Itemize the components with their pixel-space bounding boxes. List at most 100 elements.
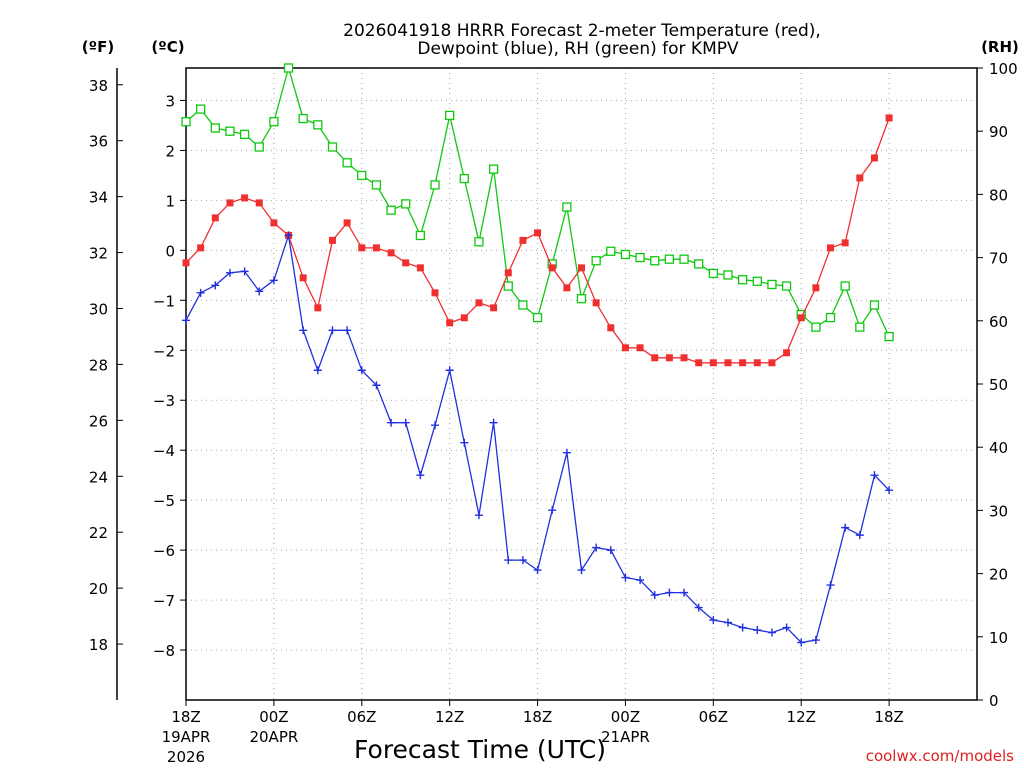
data-point bbox=[827, 244, 835, 252]
data-point bbox=[255, 199, 263, 207]
data-point bbox=[430, 180, 440, 190]
x-axis-title: Forecast Time (UTC) bbox=[354, 735, 606, 764]
data-point bbox=[680, 588, 689, 597]
celsius-axis: 3 2 1 0 −1 −2 −3 −4 −5 −6 −7 −8 bbox=[153, 92, 186, 660]
celsius-tick-label: −6 bbox=[153, 542, 175, 560]
data-point bbox=[401, 418, 410, 427]
data-point bbox=[753, 359, 761, 367]
data-point bbox=[240, 267, 249, 276]
time-axis: 18Z 19APR 2026 00Z 20APR 06Z 12Z 18Z 00Z 21APR 06Z… bbox=[162, 700, 904, 766]
data-point bbox=[446, 319, 454, 327]
time-tick-date: 19APR bbox=[162, 728, 211, 746]
data-point bbox=[767, 628, 776, 637]
time-tick-label: 12Z bbox=[787, 708, 816, 726]
data-point bbox=[811, 322, 821, 332]
data-point bbox=[328, 236, 336, 244]
data-point bbox=[563, 284, 571, 292]
fahrenheit-tick-label: 24 bbox=[89, 468, 108, 486]
series-dewpoint bbox=[182, 231, 894, 647]
celsius-tick-label: −7 bbox=[153, 592, 175, 610]
data-point bbox=[211, 281, 220, 290]
celsius-tick-label: −2 bbox=[153, 342, 175, 360]
data-point bbox=[856, 174, 864, 182]
data-point bbox=[855, 531, 864, 540]
data-point bbox=[270, 219, 278, 227]
data-point bbox=[313, 366, 322, 375]
data-point bbox=[709, 359, 717, 367]
data-point bbox=[797, 638, 806, 647]
celsius-tick-label: −3 bbox=[153, 392, 175, 410]
data-point bbox=[371, 180, 382, 190]
data-point bbox=[606, 546, 615, 555]
data-point bbox=[576, 294, 587, 304]
data-point bbox=[825, 312, 836, 323]
rh-tick-label: 70 bbox=[989, 250, 1008, 268]
data-point bbox=[577, 566, 586, 575]
data-point bbox=[254, 142, 264, 152]
time-tick-label: 00Z bbox=[259, 708, 288, 726]
data-point bbox=[665, 588, 674, 597]
fahrenheit-tick-label: 34 bbox=[89, 189, 108, 207]
celsius-tick-label: 3 bbox=[165, 92, 175, 110]
data-point bbox=[387, 418, 396, 427]
data-point bbox=[737, 275, 748, 285]
data-point bbox=[299, 326, 308, 335]
chart-title-line-1: 2026041918 HRRR Forecast 2-meter Tempera… bbox=[343, 21, 821, 41]
series-line bbox=[185, 117, 890, 364]
data-point bbox=[620, 249, 631, 260]
data-point bbox=[739, 359, 747, 367]
rh-tick-label: 0 bbox=[989, 692, 999, 710]
data-point bbox=[694, 259, 704, 269]
time-tick-label: 06Z bbox=[347, 708, 376, 726]
data-point bbox=[182, 316, 190, 325]
data-point bbox=[591, 256, 601, 266]
data-point bbox=[357, 366, 366, 375]
time-tick-label: 00Z bbox=[611, 708, 640, 726]
data-point bbox=[664, 254, 675, 264]
rh-tick-label: 90 bbox=[989, 123, 1008, 141]
data-point bbox=[635, 252, 645, 263]
data-point bbox=[225, 268, 234, 277]
celsius-tick-label: 1 bbox=[165, 192, 175, 210]
data-point bbox=[768, 359, 776, 367]
data-point bbox=[592, 299, 600, 307]
fahrenheit-tick-label: 30 bbox=[89, 300, 108, 318]
fahrenheit-tick-label: 22 bbox=[89, 524, 108, 542]
fahrenheit-tick-label: 38 bbox=[89, 77, 108, 95]
data-point bbox=[445, 110, 455, 121]
data-point bbox=[621, 573, 630, 582]
data-point bbox=[709, 616, 718, 625]
fahrenheit-tick-label: 28 bbox=[89, 356, 108, 374]
time-tick-label: 06Z bbox=[699, 708, 728, 726]
data-point bbox=[475, 299, 483, 307]
fahrenheit-tick-label: 20 bbox=[89, 580, 108, 598]
data-point bbox=[474, 237, 484, 247]
time-tick-label: 12Z bbox=[435, 708, 464, 726]
data-point bbox=[269, 117, 279, 127]
fahrenheit-tick-label: 26 bbox=[89, 412, 108, 430]
time-tick-date: 21APR bbox=[601, 728, 650, 746]
rh-tick-label: 50 bbox=[989, 376, 1008, 394]
data-point bbox=[562, 448, 571, 457]
celsius-tick-label: 0 bbox=[165, 242, 175, 260]
data-point bbox=[314, 304, 322, 312]
celsius-unit-label: (ºC) bbox=[151, 38, 184, 56]
data-point bbox=[255, 287, 264, 296]
data-point bbox=[885, 114, 893, 122]
data-point bbox=[504, 269, 512, 277]
rh-tick-label: 30 bbox=[989, 502, 1008, 520]
data-point bbox=[197, 244, 205, 252]
data-point bbox=[431, 421, 440, 430]
rh-tick-label: 20 bbox=[989, 566, 1008, 584]
data-point bbox=[298, 113, 308, 124]
data-point bbox=[196, 288, 205, 297]
data-point bbox=[401, 199, 411, 209]
plot-frame bbox=[185, 67, 978, 701]
data-point bbox=[474, 511, 483, 520]
data-point bbox=[269, 276, 278, 285]
data-point bbox=[313, 120, 323, 130]
celsius-tick-label: −8 bbox=[153, 642, 175, 660]
fahrenheit-unit-label: (ºF) bbox=[82, 38, 114, 56]
time-tick-date: 20APR bbox=[249, 728, 298, 746]
